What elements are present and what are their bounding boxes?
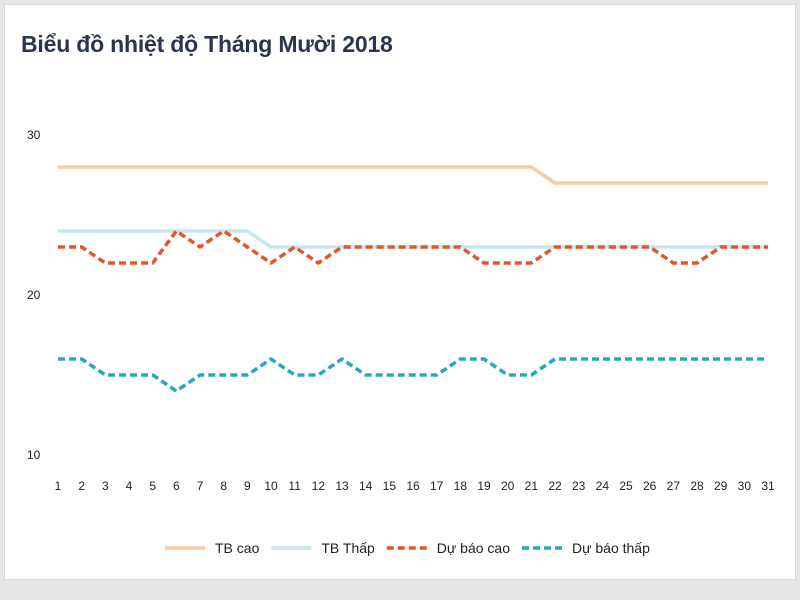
x-tick-label: 24 — [596, 479, 610, 493]
x-tick-label: 6 — [173, 479, 180, 493]
series-line-1 — [58, 165, 768, 185]
x-tick-label: 22 — [548, 479, 562, 493]
x-tick-label: 23 — [572, 479, 586, 493]
y-tick-label: 20 — [27, 288, 41, 302]
series-line-4 — [58, 357, 768, 393]
x-tick-label: 31 — [761, 479, 775, 493]
x-tick-label: 19 — [477, 479, 491, 493]
x-tick-label: 29 — [714, 479, 728, 493]
x-tick-label: 3 — [102, 479, 109, 493]
x-tick-label: 20 — [501, 479, 515, 493]
y-tick-label: 30 — [27, 128, 41, 142]
x-tick-label: 26 — [643, 479, 657, 493]
legend-item[interactable]: TB cao — [165, 540, 260, 556]
x-tick-label: 12 — [312, 479, 326, 493]
x-tick-label: 28 — [690, 479, 704, 493]
chart-title: Biểu đồ nhiệt độ Tháng Mười 2018 — [21, 31, 393, 57]
x-tick-label: 7 — [197, 479, 204, 493]
x-tick-label: 4 — [126, 479, 133, 493]
x-tick-label: 11 — [288, 479, 301, 493]
x-tick-label: 9 — [244, 479, 251, 493]
x-tick-label: 8 — [220, 479, 227, 493]
x-tick-label: 21 — [525, 479, 539, 493]
y-tick-label: 10 — [27, 448, 41, 462]
legend-item[interactable]: Dự báo cao — [386, 540, 510, 556]
x-tick-label: 30 — [738, 479, 752, 493]
x-tick-label: 14 — [359, 479, 373, 493]
legend-label: Dự báo cao — [437, 540, 510, 556]
x-tick-label: 1 — [55, 479, 62, 493]
x-tick-label: 15 — [383, 479, 397, 493]
x-tick-label: 27 — [667, 479, 681, 493]
x-tick-label: 5 — [149, 479, 156, 493]
x-tick-label: 16 — [406, 479, 420, 493]
x-tick-label: 13 — [335, 479, 349, 493]
legend-label: TB cao — [215, 540, 260, 556]
legend-label: TB Thấp — [321, 540, 375, 556]
x-tick-label: 10 — [264, 479, 278, 493]
x-tick-label: 17 — [430, 479, 444, 493]
x-tick-label: 18 — [454, 479, 468, 493]
x-tick-label: 2 — [78, 479, 85, 493]
series-line-3 — [58, 229, 768, 265]
chart-card: Biểu đồ nhiệt độ Tháng Mười 2018 30 20 10 1… — [4, 4, 796, 580]
legend-item[interactable]: TB Thấp — [271, 540, 375, 556]
legend-item[interactable]: Dự báo thấp — [522, 540, 650, 556]
legend-label: Dự báo thấp — [572, 540, 650, 556]
x-tick-label: 25 — [619, 479, 633, 493]
